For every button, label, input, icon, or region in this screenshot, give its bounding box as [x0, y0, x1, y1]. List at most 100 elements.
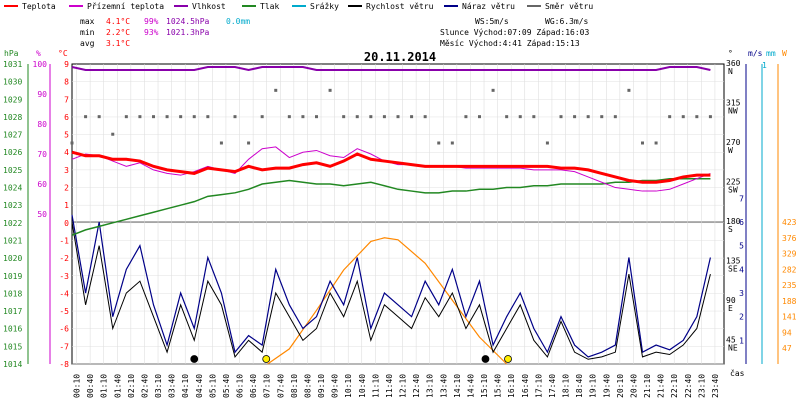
wind-direction-point — [559, 115, 563, 119]
wind-direction-point — [613, 115, 617, 119]
stat-max-hum: 99% — [144, 17, 159, 26]
wind-direction-point — [478, 115, 481, 119]
time-tick-label: 03:10 — [154, 374, 163, 398]
wind-direction-point — [355, 115, 359, 119]
direction-name-label: SE — [728, 265, 738, 274]
wind-direction-point — [491, 88, 495, 92]
wind-direction-point — [695, 115, 699, 119]
pressure-tick-label: 1030 — [3, 78, 22, 87]
wind-direction-point — [681, 115, 685, 119]
time-tick-label: 14:40 — [466, 374, 475, 398]
wind-direction-point — [233, 115, 237, 119]
legend-label: Vlhkost — [192, 2, 226, 11]
wind-direction-point — [505, 115, 509, 119]
temp-tick-label: 4 — [64, 148, 69, 157]
time-tick-label: 06:10 — [236, 374, 245, 398]
legend: Teplota Přízemní teplota Vlhkost Tlak Srážky… — [4, 2, 593, 11]
info-wg: WG:6.3m/s — [545, 17, 589, 26]
legend-label: Srážky — [310, 2, 339, 11]
wind-speed-line — [71, 221, 711, 360]
axes: hPa% °C ° m/s mm W103110301029102810271026102… — [3, 49, 797, 398]
x-axis-label: čas — [730, 368, 745, 378]
temp-tick-label: 1 — [64, 201, 69, 210]
direction-name-label: NE — [728, 344, 738, 353]
legend-label: Teplota — [22, 2, 56, 11]
wind-tick-label: 5 — [739, 242, 744, 251]
wind-direction-point — [382, 115, 386, 119]
wind-direction-point — [654, 141, 658, 145]
time-tick-label: 22:10 — [670, 374, 679, 398]
wind-direction-point — [641, 141, 644, 145]
humidity-line — [71, 66, 711, 72]
time-tick-label: 00:10 — [73, 374, 82, 398]
unit-wind: m/s — [748, 49, 763, 58]
direction-name-label: S — [728, 225, 733, 234]
wind-direction-point — [545, 141, 549, 145]
wind-direction-point — [532, 115, 536, 119]
temp-tick-label: 5 — [64, 131, 69, 140]
time-tick-label: 01:10 — [100, 374, 109, 398]
solar-tick-label: 235 — [782, 281, 797, 290]
wind-direction-point — [627, 88, 631, 92]
time-tick-label: 06:40 — [249, 374, 258, 398]
time-tick-label: 15:10 — [480, 374, 489, 398]
sunrise-marker — [262, 355, 271, 363]
time-tick-label: 11:40 — [385, 374, 394, 398]
time-tick-label: 20:10 — [616, 374, 625, 398]
solar-tick-label: 423 — [782, 218, 797, 227]
wind-direction-point — [410, 115, 414, 119]
pressure-tick-label: 1020 — [3, 254, 22, 263]
unit-rain: mm — [766, 49, 776, 58]
wind-direction-point — [219, 141, 223, 145]
wind-direction-point — [668, 115, 672, 119]
pressure-tick-label: 1027 — [3, 131, 22, 140]
temp-tick-label: -5 — [59, 307, 69, 316]
pressure-tick-label: 1019 — [3, 272, 22, 281]
direction-tick-label: 360 — [726, 59, 741, 68]
temp-tick-label: 6 — [64, 113, 69, 122]
time-tick-label: 08:10 — [290, 374, 299, 398]
wind-direction-point — [138, 115, 142, 119]
rain-tick-label: 1 — [762, 61, 767, 70]
time-tick-label: 05:40 — [222, 374, 231, 398]
wind-direction-point — [111, 132, 115, 136]
time-tick-label: 07:10 — [263, 374, 272, 398]
solar-tick-label: 282 — [782, 265, 797, 274]
stat-min-label: min — [80, 28, 95, 37]
time-tick-label: 02:10 — [127, 374, 136, 398]
pressure-tick-label: 1031 — [3, 60, 22, 69]
wind-direction-point — [423, 115, 427, 119]
unit-solar: W — [782, 49, 787, 58]
time-tick-label: 00:40 — [86, 374, 95, 398]
direction-tick-label: 180 — [726, 217, 741, 226]
solar-tick-label: 94 — [782, 328, 792, 337]
temp-tick-label: -7 — [59, 342, 69, 351]
time-tick-label: 09:10 — [317, 374, 326, 398]
direction-tick-label: 315 — [726, 99, 741, 108]
time-tick-label: 07:40 — [276, 374, 285, 398]
pressure-tick-label: 1015 — [3, 342, 22, 351]
wind-direction-point — [518, 115, 522, 119]
solar-tick-label: 141 — [782, 313, 797, 322]
stat-min-hum: 93% — [144, 28, 159, 37]
legend-label: Tlak — [260, 2, 279, 11]
temperature-line — [71, 150, 711, 184]
wind-direction-point — [437, 141, 441, 145]
pressure-tick-label: 1017 — [3, 307, 22, 316]
time-tick-label: 20:40 — [629, 374, 638, 398]
wind-direction-point — [464, 115, 468, 119]
unit-direction: ° — [728, 49, 733, 58]
wind-direction-point — [328, 88, 332, 92]
series — [70, 66, 712, 365]
time-tick-label: 11:10 — [371, 374, 380, 398]
temp-tick-label: 0 — [64, 219, 69, 228]
stat-max-rain: 0.0mm — [226, 17, 250, 26]
time-tick-label: 01:40 — [113, 374, 122, 398]
wind-direction-point — [247, 141, 251, 145]
pressure-tick-label: 1028 — [3, 113, 22, 122]
temp-tick-label: 2 — [64, 184, 69, 193]
unit-humidity: % — [36, 49, 41, 58]
wind-direction-point — [287, 115, 291, 119]
humidity-tick-label: 50 — [37, 210, 47, 219]
